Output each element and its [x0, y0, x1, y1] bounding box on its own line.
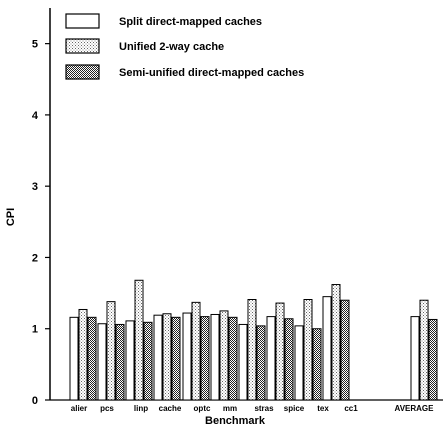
y-tick-label: 1	[32, 324, 38, 336]
y-tick-label: 5	[32, 39, 38, 51]
legend: Split direct-mapped caches Unified 2-way …	[65, 13, 304, 80]
bar-optc-2	[200, 316, 210, 401]
x-tick-label: cc1	[344, 404, 358, 413]
y-tick-label: 3	[32, 181, 38, 193]
bar-spice-1	[275, 302, 285, 401]
bar-alier-2	[87, 316, 97, 401]
bar-optc-1	[191, 301, 201, 401]
x-tick-label: alier	[71, 404, 87, 413]
axis-labels: CPI Benchmark	[5, 208, 266, 427]
legend-swatch-2	[65, 64, 100, 80]
bar-spice-0	[266, 316, 276, 401]
bar-cache-2	[171, 316, 181, 401]
x-tick-label: mm	[223, 404, 237, 413]
legend-label: Split direct-mapped caches	[119, 16, 262, 28]
bar-average-1	[419, 299, 429, 401]
legend-swatch-0	[65, 13, 100, 29]
bar-stras-0	[238, 323, 248, 401]
bar-mm-1	[219, 310, 229, 401]
y-axis-label: CPI	[5, 208, 17, 226]
bar-cache-0	[153, 314, 163, 401]
bar-mm-2	[228, 316, 238, 401]
bar-average-0	[410, 316, 420, 401]
x-tick-label: linp	[134, 404, 148, 413]
bar-stras-2	[256, 325, 266, 401]
bar-linp-2	[143, 321, 153, 401]
x-tick-label: AVERAGE	[395, 404, 435, 413]
bar-cc1-1	[331, 284, 341, 401]
bar-spice-2	[284, 318, 294, 401]
bar-alier-1	[78, 308, 88, 401]
bar-cc1-0	[322, 296, 332, 401]
x-tick-label: pcs	[100, 404, 114, 413]
bar-linp-1	[134, 279, 144, 401]
y-tick-label: 0	[32, 395, 38, 407]
bar-mm-0	[210, 313, 220, 401]
bar-cc1-2	[340, 299, 350, 401]
bar-tex-1	[303, 299, 313, 401]
y-tick-label: 4	[32, 110, 39, 122]
x-tick-label: cache	[159, 404, 182, 413]
bar-average-2	[428, 318, 438, 401]
x-tick-label: stras	[254, 404, 274, 413]
bar-tex-0	[294, 325, 304, 401]
x-axis-label: Benchmark	[205, 415, 266, 427]
legend-swatch-1	[65, 38, 100, 54]
y-tick-label: 2	[32, 252, 38, 264]
bar-pcs-1	[106, 301, 116, 401]
bar-stras-1	[247, 299, 257, 401]
bar-optc-0	[182, 312, 192, 401]
bars: alier pcs linp cache optc mm stras spice tex cc1 A…	[69, 279, 438, 413]
x-tick-label: tex	[317, 404, 329, 413]
bar-linp-0	[125, 320, 135, 401]
bar-alier-0	[69, 316, 79, 401]
legend-label: Unified 2-way cache	[119, 41, 224, 53]
bar-tex-2	[312, 328, 322, 401]
bar-cache-1	[162, 313, 172, 401]
legend-label: Semi-unified direct-mapped caches	[119, 67, 304, 79]
x-tick-label: optc	[194, 404, 211, 413]
bar-pcs-2	[115, 323, 125, 401]
bar-pcs-0	[97, 323, 107, 401]
x-tick-label: spice	[284, 404, 305, 413]
